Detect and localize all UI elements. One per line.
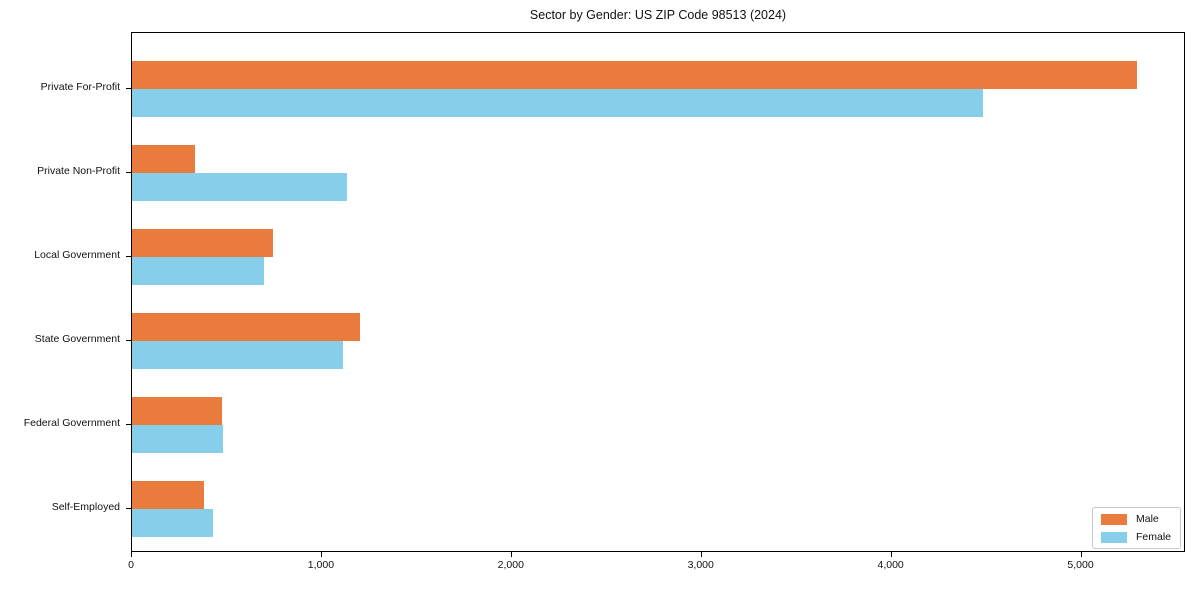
xtick-mark-4 (890, 552, 892, 557)
legend-swatch-female (1100, 531, 1127, 543)
xtick-label-3: 3,000 (687, 559, 714, 571)
xtick-mark-0 (131, 552, 132, 557)
ytick-label-5: Self-Employed (51, 501, 120, 513)
legend-rows: Male Female (1100, 513, 1171, 543)
bar-female-2 (132, 257, 264, 285)
legend-swatch-male (1100, 513, 1127, 525)
ytick-mark-1 (126, 172, 131, 173)
ytick-mark-4 (126, 424, 131, 425)
plot-area: Male Female (131, 32, 1185, 552)
bar-male-4 (132, 397, 222, 425)
legend-entry-female: Female (1100, 531, 1171, 543)
chart-title: Sector by Gender: US ZIP Code 98513 (202… (529, 8, 787, 22)
bar-male-2 (132, 229, 273, 257)
ytick-mark-2 (126, 256, 131, 257)
ytick-label-1: Private Non-Profit (37, 165, 120, 177)
xtick-label-0: 0 (128, 559, 134, 571)
xtick-mark-1 (320, 552, 322, 557)
xtick-label-4: 4,000 (877, 559, 904, 571)
ytick-mark-3 (126, 340, 131, 341)
legend: Male Female (1091, 507, 1181, 549)
xtick-label-2: 2,000 (497, 559, 524, 571)
xtick-mark-3 (700, 552, 702, 557)
ytick-mark-0 (126, 88, 131, 89)
legend-label-female: Female (1135, 531, 1171, 543)
bar-male-0 (132, 61, 1137, 89)
bar-female-4 (132, 425, 223, 453)
xtick-mark-5 (1080, 552, 1082, 557)
ytick-mark-5 (126, 508, 131, 509)
bar-female-0 (132, 89, 983, 117)
legend-label-male: Male (1135, 513, 1159, 525)
bar-male-3 (132, 313, 360, 341)
bar-male-5 (132, 481, 204, 509)
ytick-label-3: State Government (34, 333, 120, 345)
bar-female-5 (132, 509, 213, 537)
legend-entry-male: Male (1100, 513, 1171, 525)
bar-female-1 (132, 173, 347, 201)
xtick-label-5: 5,000 (1067, 559, 1094, 571)
xtick-label-1: 1,000 (307, 559, 335, 571)
ytick-label-4: Federal Government (23, 417, 120, 429)
bar-male-1 (132, 145, 195, 173)
xtick-mark-2 (510, 552, 512, 557)
ytick-label-0: Private For-Profit (40, 81, 120, 93)
ytick-label-2: Local Government (34, 249, 120, 261)
bar-female-3 (132, 341, 343, 369)
